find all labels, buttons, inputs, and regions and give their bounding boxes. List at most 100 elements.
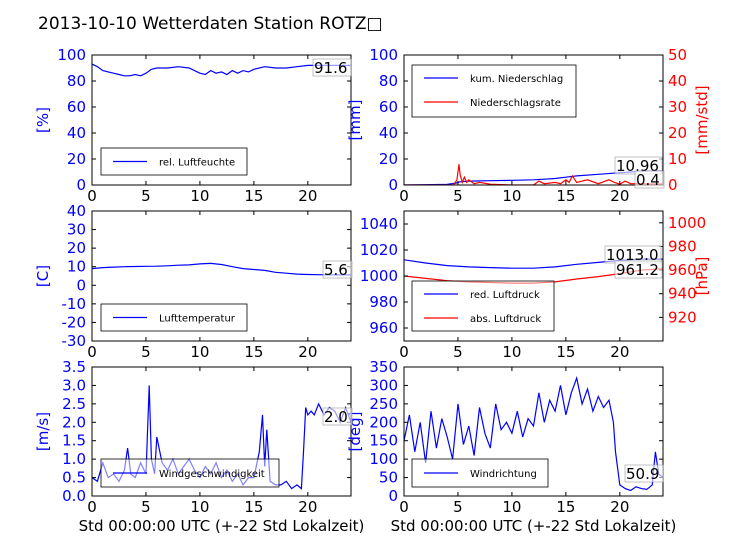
x-tick-label: 15 [556,343,575,361]
x-tick-label: 10 [502,498,521,516]
value-annotation: 50.9 [626,465,659,483]
value-annotation-box [614,260,663,279]
y2-tick-label: 0 [668,176,678,194]
y-tick-label: 40 [67,202,86,220]
y-tick-label: 100 [369,46,398,64]
y2-tick-label: 40 [668,72,687,90]
y2-tick-label: 980 [668,237,697,255]
y-axis-label: [C] [34,265,52,287]
y-tick-label: 3.0 [62,376,86,394]
value-annotation-box [624,464,664,483]
value-annotation: 91.6 [314,59,347,77]
y-tick-label: 20 [379,150,398,168]
legend-label: Lufttemperatur [159,314,236,325]
x-tick-label: 10 [190,343,209,361]
y2-tick-label: 10 [668,150,687,168]
legend-label: red. Luftdruck [470,290,540,301]
y-tick-label: 300 [369,376,398,394]
y-tick-label: 10 [67,258,86,276]
x-tick-label: 15 [244,187,263,205]
y2-tick-label: 920 [668,308,697,326]
value-annotation: 1013.0 [606,246,659,264]
y-tick-label: 100 [369,450,398,468]
y-tick-label: 80 [379,72,398,90]
x-tick-label: 0 [87,343,97,361]
x-tick-label: 20 [298,187,317,205]
y-tick-label: 3.5 [62,358,86,376]
value-annotation-box [634,170,665,189]
value-annotation-box [322,407,353,426]
x-tick-label: 0 [87,187,97,205]
value-annotation: 5.6 [324,261,348,279]
y-tick-label: 40 [67,124,86,142]
x-tick-label: 5 [453,187,463,205]
y-tick-label: 980 [369,293,398,311]
plot-area [403,54,664,186]
y-axis-label: [m/s] [34,412,52,451]
plot-area [91,54,352,186]
series-line [92,63,351,77]
x-tick-label: 5 [141,187,151,205]
x-tick-label: 10 [502,187,521,205]
x-tick-label: 15 [244,343,263,361]
series-line [404,375,663,492]
x-tick-label: 10 [190,498,209,516]
y-tick-label: 100 [57,46,86,64]
chart-panel: 0 5 10 15 20 0 20 40 60 80 100 0 10 20 30 40 50 [mm] [mm/s… [346,46,711,205]
value-annotation: 961.2 [616,261,659,279]
y2-tick-label: 960 [668,261,697,279]
y-tick-label: 60 [67,98,86,116]
x-tick-label: 20 [610,187,629,205]
y-tick-label: 0.0 [62,487,86,505]
y-tick-label: 2.5 [62,395,86,413]
value-annotation-box [322,260,353,279]
y-tick-label: 20 [67,239,86,257]
x-tick-label: 10 [190,187,209,205]
legend-label: Windrichtung [470,469,537,480]
chart-panel: 0 5 10 15 20 0 20 40 60 80 100 [%] rel. Luftfeuchte [34,46,352,205]
y-tick-label: 0 [388,487,398,505]
y-tick-label: 1020 [360,241,398,259]
y2-axis-label: [mm/std] [693,85,711,154]
x-tick-label: 15 [556,498,575,516]
legend-label: abs. Luftdruck [470,314,541,325]
plot-area [403,366,664,497]
x-axis-label: Std 00:00:00 UTC (+-22 Std Lokalzeit) [391,517,677,535]
legend-box [411,64,577,118]
x-tick-label: 10 [502,343,521,361]
x-tick-label: 0 [399,187,409,205]
y-tick-label: 150 [369,432,398,450]
y-tick-label: 1040 [360,215,398,233]
y2-tick-label: 20 [668,124,687,142]
plot-area [91,366,352,497]
y-tick-label: -30 [62,332,87,350]
y-tick-label: 250 [369,395,398,413]
x-tick-label: 5 [453,498,463,516]
y2-tick-label: 1000 [668,214,706,232]
y-tick-label: 40 [379,124,398,142]
x-tick-label: 20 [610,498,629,516]
chart-panel: 0 5 10 15 20-30-20-10010203040[C]Lufttempera… [34,202,352,361]
x-tick-label: 0 [87,498,97,516]
y-tick-label: 200 [369,413,398,431]
value-annotation-box [312,58,352,77]
value-annotation: 0.4 [636,171,660,189]
x-axis-label: Std 00:00:00 UTC (+-22 Std Lokalzeit) [79,517,365,535]
series-line [404,170,663,185]
legend-label: rel. Luftfeuchte [159,158,235,169]
legend-box [411,280,555,332]
chart-panel: 0 5 10 15 200.00.51.01.52.02.53.03.5[m/s]Std… [34,358,364,535]
y-tick-label: 0.5 [62,469,86,487]
x-tick-label: 5 [141,343,151,361]
legend-label: Niederschlagsrate [470,98,561,109]
y-tick-label: 1000 [360,267,398,285]
legend-label: kum. Niederschlag [470,74,563,85]
x-tick-label: 20 [298,498,317,516]
y-tick-label: -20 [62,313,87,331]
x-tick-label: 5 [141,498,151,516]
y-tick-label: 50 [379,469,398,487]
x-tick-label: 20 [610,343,629,361]
y2-tick-label: 940 [668,285,697,303]
y-tick-label: -10 [62,295,87,313]
